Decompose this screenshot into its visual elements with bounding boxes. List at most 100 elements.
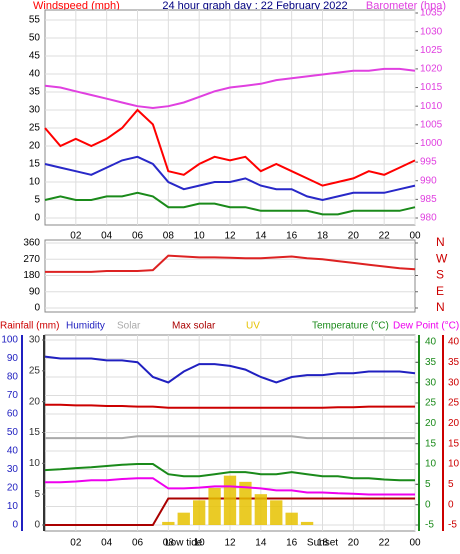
y-tick-label: 10 [7,501,19,512]
x-tick-label: 00 [409,231,421,242]
series-line [45,254,416,273]
y-tick-label: 55 [29,15,41,26]
uv-bar [254,494,267,525]
legend-label: Max solar [172,321,216,332]
y-tick-label: 45 [29,51,41,62]
y4-tick-label: 5 [448,479,454,490]
x-tick-label: 18 [317,231,329,242]
y4-tick-label: 0 [448,499,454,510]
uv-bar [193,500,206,525]
y-tick-label: 30 [7,464,19,475]
y-tick-label: 80 [7,372,19,383]
legend-label: Rainfall (mm) [0,321,59,332]
series-line [44,155,416,202]
y3-tick-label: 20 [425,418,437,429]
y-tick-label: 180 [23,270,40,281]
series-line [44,191,416,216]
y2-tick-label: 1010 [420,101,443,112]
y-tick-label: 90 [7,353,19,364]
y3-tick-label: 5 [425,479,431,490]
x-tick-label: 08 [163,231,175,242]
y4-tick-label: 40 [448,337,460,348]
y4-tick-label: -5 [448,520,457,531]
y4-tick-label: 35 [448,357,460,368]
y4-tick-label: 20 [448,418,460,429]
y4-tick-label: 15 [448,438,460,449]
y2-tick-label: 15 [29,427,41,438]
y-tick-label: 35 [29,87,41,98]
series-line [44,355,416,384]
x-tick-label: 10 [194,538,206,549]
y-tick-label: 0 [34,213,40,224]
x-tick-label: 10 [194,231,206,242]
y-tick-label: 10 [29,177,41,188]
uv-bar [239,481,252,525]
x-tick-label: 14 [255,231,267,242]
x-tick-label: 02 [70,538,82,549]
y2-tick-label: 0 [34,520,40,531]
y2-tick-label: 990 [420,175,437,186]
y3-tick-label: 40 [425,337,437,348]
x-tick-label: 22 [379,231,391,242]
y-tick-label: 70 [7,390,19,401]
uv-bar [270,500,283,525]
y2-tick-label: 1020 [420,64,443,75]
y-tick-label: 60 [7,409,19,420]
x-tick-label: 20 [348,231,360,242]
uv-bar [300,521,314,525]
series-line [44,463,415,482]
y-axis-title: Windspeed (mph) [33,0,120,12]
series-line [45,403,415,409]
y-tick-label: 0 [12,520,18,531]
y-tick-label: 20 [29,141,41,152]
y3-tick-label: -5 [425,520,434,531]
y-tick-label: 90 [29,286,41,297]
y2-tick-label: 1030 [420,26,443,37]
uv-bar [285,512,298,525]
uv-bar [177,512,190,525]
y4-tick-label: 10 [448,459,460,470]
x-tick-label: 14 [255,538,267,549]
y2-tick-label: 1015 [420,82,443,93]
y-tick-label: 50 [29,33,41,44]
x-tick-label: 20 [348,538,360,549]
y-tick-label: 15 [29,159,41,170]
y2-tick-label: N [436,235,445,249]
y3-tick-label: 30 [425,377,437,388]
y2-tick-label: 20 [29,396,41,407]
y2-tick-label: 1000 [420,138,443,149]
y-tick-label: 25 [29,123,41,134]
series-line [45,477,415,496]
x-tick-label: 00 [409,538,421,549]
y2-tick-label: 10 [29,458,41,469]
y-tick-label: 20 [7,483,19,494]
x-tick-label: 22 [379,538,391,549]
y2-tick-label: 1005 [420,119,443,130]
y-tick-label: 5 [34,195,40,206]
y-tick-label: 40 [29,69,41,80]
legend-label: Humidity [66,321,105,332]
uv-bar [208,488,221,525]
y-tick-label: 270 [23,254,40,265]
y3-tick-label: 0 [425,499,431,510]
y2-tick-label: S [436,268,444,282]
y-tick-label: 100 [1,335,18,346]
y-tick-label: 40 [7,446,19,457]
uv-bar [223,475,237,525]
x-tick-label: 18 [317,538,329,549]
series-line [44,67,416,110]
y4-tick-label: 30 [448,377,460,388]
y2-tick-label: 1035 [420,8,443,19]
x-tick-label: 12 [224,231,236,242]
y-tick-label: 0 [34,303,40,314]
y2-tick-label: 25 [29,365,41,376]
y2-tick-label: 985 [420,194,437,205]
annotation: Sunset [307,538,338,549]
x-tick-label: 06 [132,538,144,549]
y4-tick-label: 25 [448,398,460,409]
y2-axis-title: Barometer (hpa) [366,0,446,12]
y-tick-label: 30 [29,105,41,116]
y3-tick-label: 10 [425,459,437,470]
legend-label: UV [246,321,260,332]
y2-tick-label: 995 [420,157,437,168]
